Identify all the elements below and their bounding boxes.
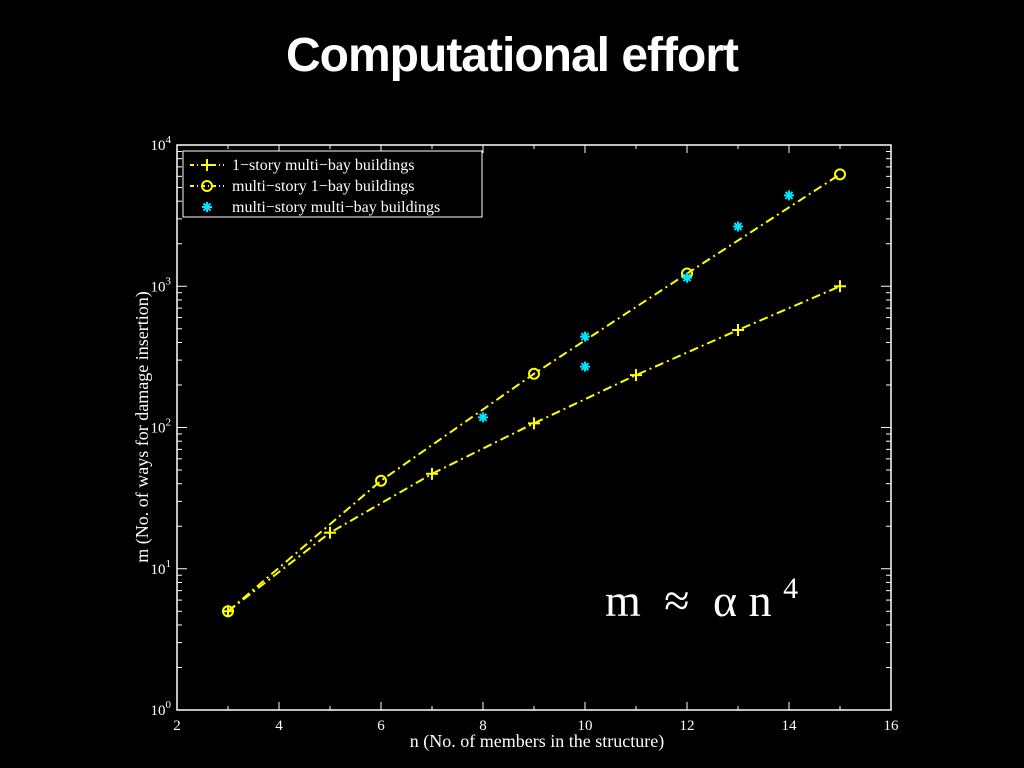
y-tick-label: 101 — [151, 558, 172, 578]
data-point-plus — [528, 417, 540, 430]
y-tick-label: 102 — [151, 417, 172, 437]
legend-entry: 1−story multi−bay buildings — [190, 157, 415, 174]
legend-label: 1−story multi−bay buildings — [232, 157, 415, 174]
slide-title: Computational effort — [286, 29, 739, 82]
x-tick-label: 2 — [173, 718, 181, 734]
x-tick-label: 10 — [578, 718, 593, 734]
data-point-plus — [834, 280, 846, 293]
data-point-circle — [201, 180, 213, 192]
data-point-star — [682, 272, 692, 283]
formula-alpha: α — [713, 575, 737, 626]
series-1 — [222, 280, 846, 618]
x-axis-label: n (No. of members in the structure) — [410, 731, 664, 752]
legend: 1−story multi−bay buildings multi−story 1… — [182, 150, 483, 218]
data-point-plus — [324, 526, 336, 539]
data-point-circle — [375, 474, 387, 487]
series-line — [227, 285, 841, 613]
data-point-plus — [201, 159, 213, 171]
legend-entry: multi−story multi−bay buildings — [202, 199, 440, 216]
formula-exponent: 4 — [783, 572, 798, 605]
data-point-circle — [834, 168, 846, 181]
formula-var: n — [749, 575, 772, 626]
data-point-star — [478, 412, 488, 423]
data-point-circle — [222, 605, 234, 618]
data-point-star — [784, 190, 794, 201]
legend-label: multi−story 1−bay buildings — [232, 178, 415, 195]
formula-lhs: m — [605, 575, 641, 626]
formula-approx-sign: ≈ — [664, 575, 689, 626]
series-3 — [478, 190, 794, 423]
x-ticks: 2 4 6 8 10 12 14 16 — [173, 145, 899, 734]
data-point-star — [733, 221, 743, 232]
y-tick-label: 103 — [151, 275, 172, 295]
y-tick-label: 100 — [151, 699, 172, 719]
series-line — [227, 173, 841, 613]
data-point-plus — [630, 369, 642, 382]
data-point-star — [580, 361, 590, 372]
legend-entry: multi−story 1−bay buildings — [190, 178, 415, 195]
series-2 — [222, 168, 846, 618]
x-tick-label: 16 — [884, 718, 900, 734]
data-point-plus — [426, 467, 438, 480]
x-tick-label: 8 — [479, 718, 487, 734]
y-ticks: 100 101 102 103 104 — [151, 134, 891, 719]
formula-annotation: m ≈ α n 4 — [605, 572, 798, 626]
series-group — [222, 168, 846, 618]
data-point-circle — [528, 367, 540, 380]
legend-label: multi−story multi−bay buildings — [232, 199, 440, 216]
y-axis-label: m (No. of ways for damage insertion) — [132, 291, 153, 562]
data-point-star — [580, 331, 590, 342]
y-tick-label: 104 — [151, 134, 172, 154]
x-tick-label: 4 — [275, 718, 283, 734]
data-point-star — [202, 202, 212, 212]
x-tick-label: 14 — [782, 718, 798, 734]
x-tick-label: 6 — [377, 718, 385, 734]
data-point-plus — [732, 324, 744, 337]
legend-box — [182, 150, 483, 218]
x-tick-label: 12 — [680, 718, 695, 734]
